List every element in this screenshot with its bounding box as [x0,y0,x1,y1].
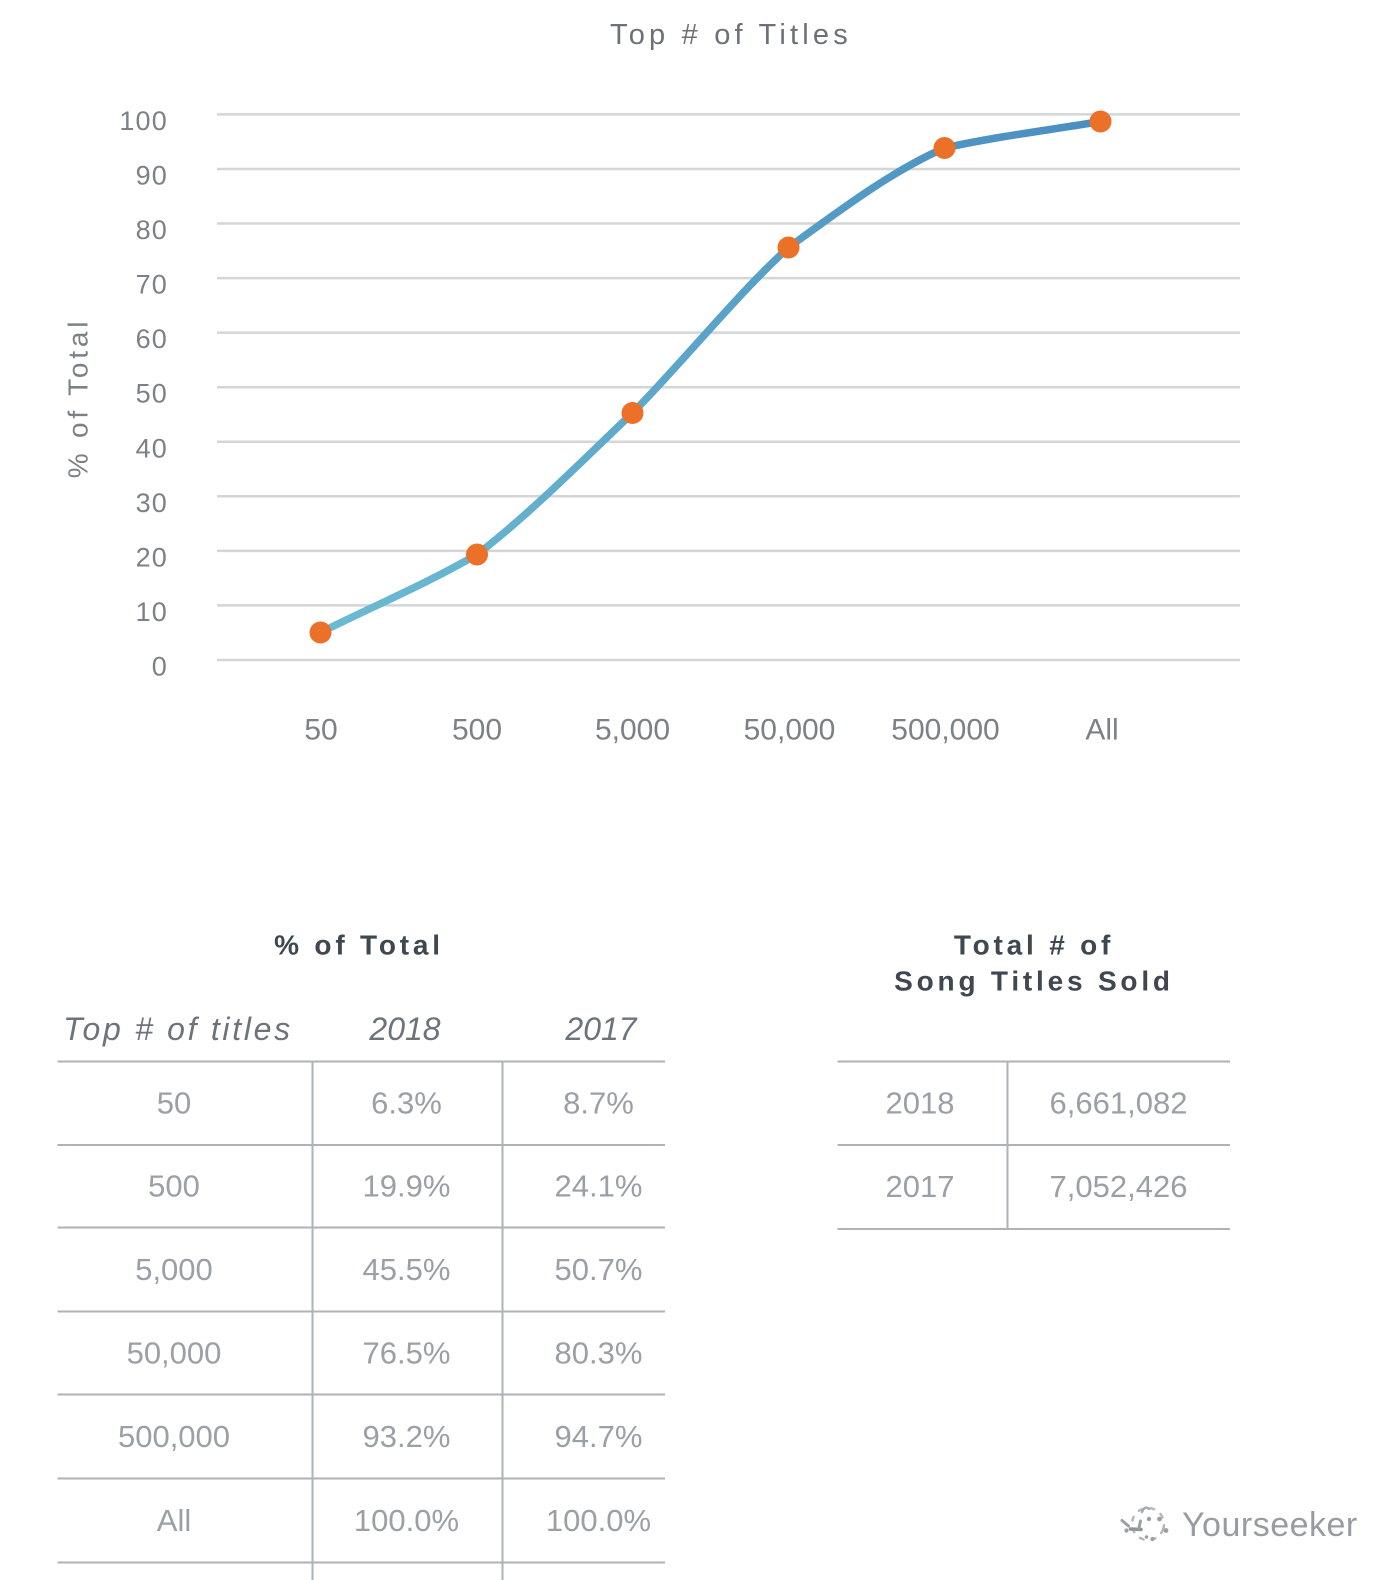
svg-text:6,661,082: 6,661,082 [1050,1086,1188,1121]
svg-text:50,000: 50,000 [744,714,836,747]
svg-text:500,000: 500,000 [118,1419,230,1454]
svg-text:94.7%: 94.7% [555,1419,643,1454]
svg-text:Yourseeker: Yourseeker [1182,1506,1358,1544]
svg-text:500: 500 [452,714,502,747]
svg-text:8.7%: 8.7% [563,1086,634,1121]
svg-text:% of Total: % of Total [274,930,444,961]
svg-text:80: 80 [136,215,168,245]
svg-text:All: All [157,1503,191,1538]
svg-text:100: 100 [119,106,168,136]
svg-text:100.0%: 100.0% [354,1503,459,1538]
svg-text:Song Titles Sold: Song Titles Sold [894,966,1174,997]
svg-text:50.7%: 50.7% [555,1252,643,1287]
svg-text:500,000: 500,000 [891,714,999,747]
svg-text:24.1%: 24.1% [555,1169,643,1204]
svg-text:20: 20 [136,542,168,572]
svg-text:50: 50 [157,1086,191,1121]
svg-text:2018: 2018 [368,1011,440,1047]
svg-text:50,000: 50,000 [127,1336,222,1371]
svg-text:10: 10 [136,597,168,627]
svg-text:19.9%: 19.9% [363,1169,451,1204]
svg-text:100.0%: 100.0% [546,1503,651,1538]
svg-text:50: 50 [304,714,337,747]
svg-text:5,000: 5,000 [595,714,670,747]
svg-text:Total # of: Total # of [954,930,1114,961]
svg-text:80.3%: 80.3% [555,1336,643,1371]
svg-text:2018: 2018 [886,1086,955,1121]
svg-text:30: 30 [136,488,168,518]
svg-text:5,000: 5,000 [135,1252,213,1287]
svg-text:7,052,426: 7,052,426 [1050,1169,1188,1204]
svg-text:% of Total: % of Total [63,318,94,478]
svg-text:90: 90 [136,161,168,191]
svg-text:70: 70 [136,270,168,300]
svg-text:2017: 2017 [564,1011,637,1047]
svg-text:500: 500 [148,1169,200,1204]
svg-text:76.5%: 76.5% [363,1336,451,1371]
svg-text:2017: 2017 [886,1169,955,1204]
svg-text:6.3%: 6.3% [371,1086,442,1121]
svg-text:93.2%: 93.2% [363,1419,451,1454]
svg-text:All: All [1085,714,1118,747]
svg-text:Top # of titles: Top # of titles [63,1011,293,1047]
svg-text:50: 50 [136,379,168,409]
svg-text:45.5%: 45.5% [363,1252,451,1287]
svg-text:60: 60 [136,324,168,354]
svg-text:Top # of Titles: Top # of Titles [610,19,852,51]
svg-text:40: 40 [136,433,168,463]
svg-text:0: 0 [152,652,168,682]
